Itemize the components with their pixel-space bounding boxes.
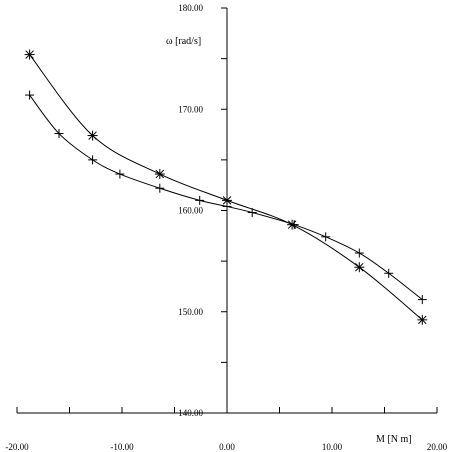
x-tick-label: -20.00	[5, 442, 29, 452]
y-tick-label: 160.00	[178, 206, 203, 216]
marker-stroke	[418, 315, 427, 325]
series-1-point	[354, 262, 365, 273]
curves	[29, 54, 423, 321]
marker-stroke	[355, 262, 364, 272]
series-2-point	[384, 268, 394, 278]
series-2-point	[54, 129, 64, 139]
series-2-point	[115, 169, 125, 179]
x-tick-label: -10.00	[110, 442, 134, 452]
series-1-point	[87, 130, 98, 141]
series-2-point	[88, 155, 98, 165]
axes: -20.00 -10.00 0.00 10.00 20.00 140.00 150.00 16…	[5, 3, 447, 452]
y-axis-label: ω [rad/s]	[166, 36, 201, 47]
marker-stroke	[222, 196, 232, 205]
series-2-point	[195, 195, 205, 205]
series-2-point	[321, 232, 331, 242]
series-1-point	[222, 195, 232, 206]
series-2-point	[25, 90, 35, 100]
x-axis-label: M [N m]	[376, 434, 412, 445]
marks	[24, 49, 428, 325]
series-1-point	[417, 314, 428, 325]
series-1-line	[29, 54, 423, 321]
series-1-point	[154, 169, 165, 180]
y-tick-label: 140.00	[178, 408, 203, 418]
x-tick-label: 0.00	[219, 442, 235, 452]
series-1-point	[24, 49, 35, 60]
marker-stroke	[25, 50, 34, 59]
y-tick-label: 170.00	[178, 104, 203, 114]
series-2-point	[155, 183, 165, 193]
series-2-line	[29, 94, 423, 300]
series-2-point	[247, 208, 257, 218]
x-tick-label: 20.00	[427, 442, 448, 452]
series-2-point	[289, 220, 299, 230]
labels: ω [rad/s] M [N m]	[166, 36, 412, 445]
series-2-point	[222, 201, 232, 211]
y-tick-label: 150.00	[178, 307, 203, 317]
y-tick-label: 180.00	[178, 3, 203, 13]
x-tick-label: 10.00	[322, 442, 343, 452]
marker-stroke	[88, 131, 97, 140]
series-2-point	[417, 295, 427, 305]
marker-stroke	[155, 169, 165, 179]
series-2-point	[354, 248, 364, 258]
